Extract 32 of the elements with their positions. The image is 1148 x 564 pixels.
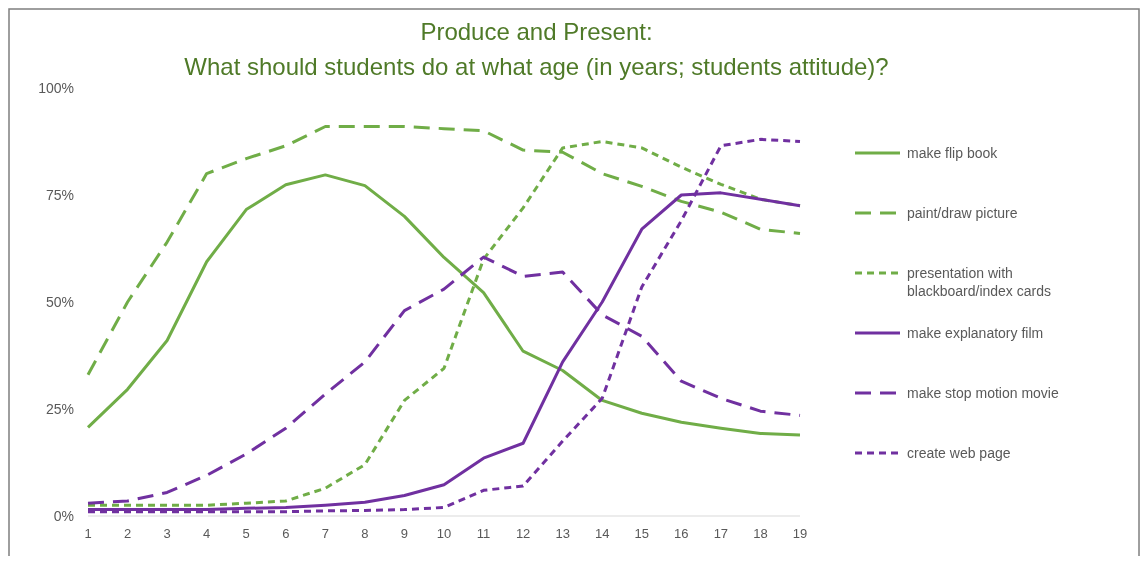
legend-label: paint/draw picture (907, 204, 1018, 221)
x-tick-label: 15 (634, 526, 650, 541)
y-tick-label: 100% (38, 79, 74, 96)
x-tick-label: 6 (282, 526, 290, 541)
x-tick-label: 13 (555, 526, 570, 541)
x-tick-label: 8 (361, 526, 369, 541)
x-tick-label: 4 (203, 526, 211, 541)
y-tick-label: 50% (45, 293, 74, 310)
chart-subtitle: What should students do at what age (in years; students attitude)? (184, 53, 889, 80)
x-tick-label: 10 (436, 526, 452, 541)
x-tick-label: 11 (476, 526, 491, 541)
x-tick-label: 2 (123, 526, 132, 541)
x-tick-label: 9 (400, 526, 409, 541)
y-tick-label: 0% (53, 507, 74, 524)
x-tick-label: 3 (163, 526, 171, 541)
x-tick-label: 1 (84, 526, 92, 541)
x-tick-label: 19 (792, 526, 808, 541)
chart-title: Produce and Present: (420, 18, 653, 45)
y-tick-label: 25% (45, 400, 74, 417)
legend-label: make explanatory film (907, 324, 1044, 341)
legend-label: make flip book (907, 144, 999, 161)
y-tick-label: 75% (45, 186, 74, 203)
x-tick-label: 18 (753, 526, 768, 541)
legend-label: create web page (907, 444, 1011, 461)
legend-label: make stop motion movie (907, 384, 1059, 401)
x-tick-label: 5 (242, 526, 250, 541)
x-tick-label: 7 (321, 526, 329, 541)
x-tick-label: 12 (515, 526, 531, 541)
x-tick-label: 14 (594, 526, 610, 541)
legend-label: presentation with blackboard/index cards (907, 264, 1051, 300)
x-tick-label: 17 (713, 526, 729, 541)
x-tick-label: 16 (674, 526, 689, 541)
